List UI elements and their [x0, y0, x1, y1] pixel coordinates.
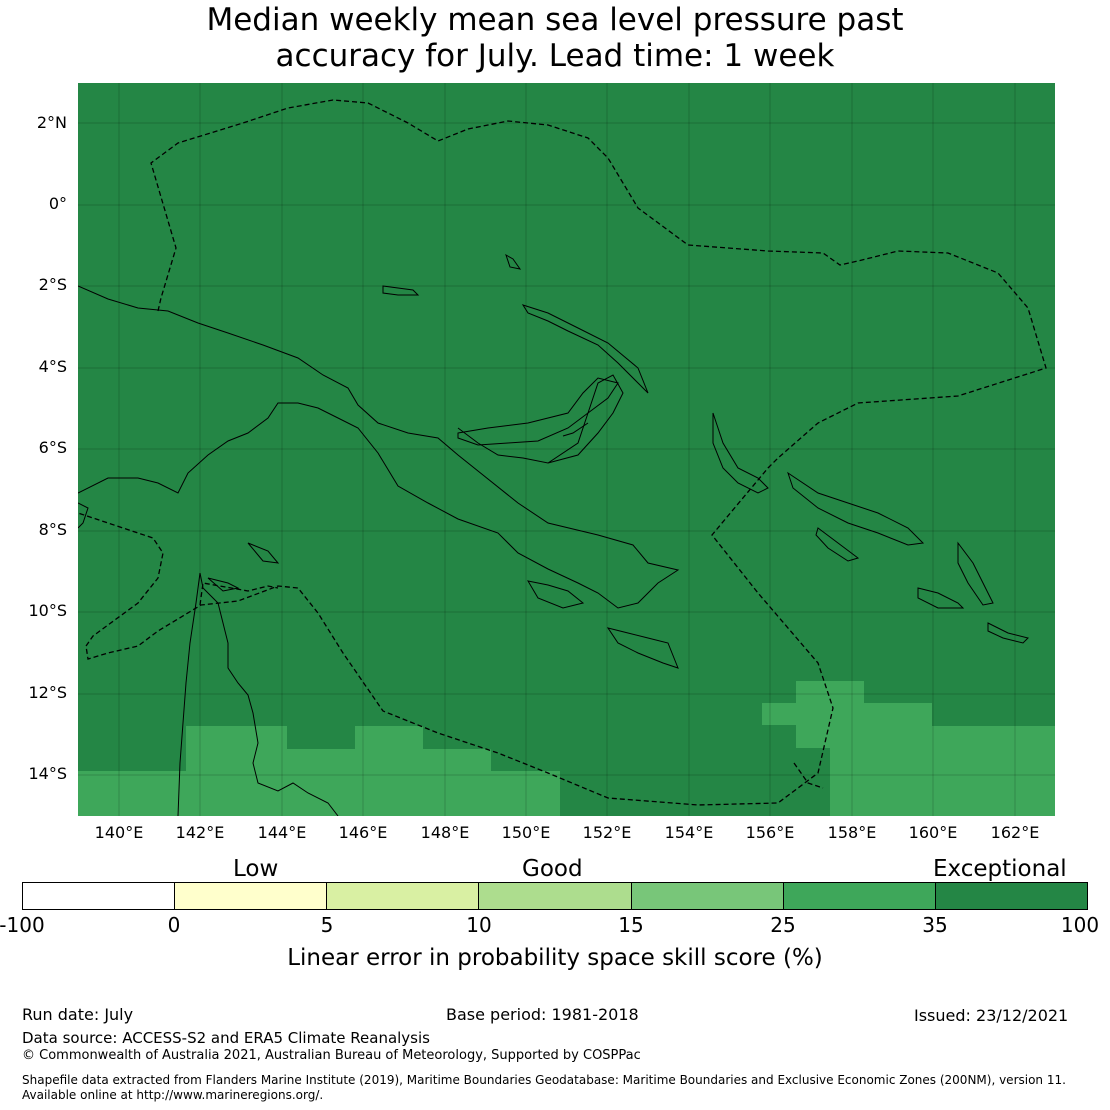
base-period: Base period: 1981-2018 — [446, 1005, 639, 1024]
colorbar-segment-35-100 — [935, 883, 1087, 909]
lon-label-154e: 154°E — [664, 823, 714, 842]
tick-neg100: -100 — [0, 913, 45, 937]
lat-label-4s: 4°S — [38, 357, 67, 376]
lon-label-148e: 148°E — [420, 823, 470, 842]
colorbar-segment-10-15 — [479, 883, 632, 909]
category-low: Low — [233, 856, 279, 882]
lat-label-8s: 8°S — [38, 520, 67, 539]
lat-label-6s: 6°S — [38, 438, 67, 457]
eez-boundaries — [78, 99, 1047, 806]
lon-label-142e: 142°E — [175, 823, 225, 842]
lon-label-162e: 162°E — [990, 823, 1040, 842]
data-source: Data source: ACCESS-S2 and ERA5 Climate … — [22, 1029, 430, 1047]
tick-25: 25 — [770, 913, 796, 937]
colorbar — [22, 882, 1088, 910]
lat-label-12s: 12°S — [28, 683, 67, 702]
colorbar-label: Linear error in probability space skill … — [287, 945, 823, 971]
title-line-2: accuracy for July. Lead time: 1 week — [275, 38, 835, 74]
shapefile-credit-1: Shapefile data extracted from Flanders M… — [22, 1073, 1066, 1087]
lon-label-152e: 152°E — [582, 823, 632, 842]
lon-label-150e: 150°E — [501, 823, 551, 842]
graticule — [78, 83, 1055, 816]
coastlines — [78, 253, 1029, 816]
colorbar-segment-25-35 — [783, 883, 936, 909]
tick-0: 0 — [167, 913, 181, 937]
tick-10: 10 — [466, 913, 492, 937]
tick-15: 15 — [618, 913, 644, 937]
map-title: Median weekly mean sea level pressure pa… — [0, 2, 1110, 74]
run-date: Run date: July — [22, 1005, 134, 1024]
lon-label-156e: 156°E — [745, 823, 795, 842]
lon-label-144e: 144°E — [257, 823, 307, 842]
issued-date: Issued: 23/12/2021 — [914, 1006, 1069, 1025]
lat-label-14s: 14°S — [28, 764, 67, 783]
lat-label-10s: 10°S — [28, 601, 67, 620]
colorbar-segment-0-5 — [175, 883, 328, 909]
skill-map — [78, 83, 1055, 816]
lon-label-160e: 160°E — [908, 823, 958, 842]
skill-cells-25-35 — [78, 681, 1055, 816]
tick-100: 100 — [1060, 913, 1100, 937]
colorbar-segment-neg100-0 — [23, 883, 176, 909]
title-line-1: Median weekly mean sea level pressure pa… — [206, 2, 904, 38]
lon-label-146e: 146°E — [338, 823, 388, 842]
lon-label-140e: 140°E — [94, 823, 144, 842]
copyright: © Commonwealth of Australia 2021, Austra… — [22, 1048, 641, 1063]
colorbar-segment-5-10 — [327, 883, 480, 909]
map-canvas — [78, 83, 1055, 816]
lat-label-0: 0° — [48, 194, 67, 213]
category-good: Good — [522, 856, 583, 882]
lat-label-2n: 2°N — [36, 113, 67, 132]
category-exceptional: Exceptional — [933, 856, 1067, 882]
colorbar-segment-15-25 — [631, 883, 784, 909]
lon-label-158e: 158°E — [827, 823, 877, 842]
tick-5: 5 — [320, 913, 334, 937]
tick-35: 35 — [922, 913, 948, 937]
shapefile-credit-2: Available online at http://www.marinereg… — [22, 1088, 324, 1102]
lat-label-2s: 2°S — [38, 275, 67, 294]
